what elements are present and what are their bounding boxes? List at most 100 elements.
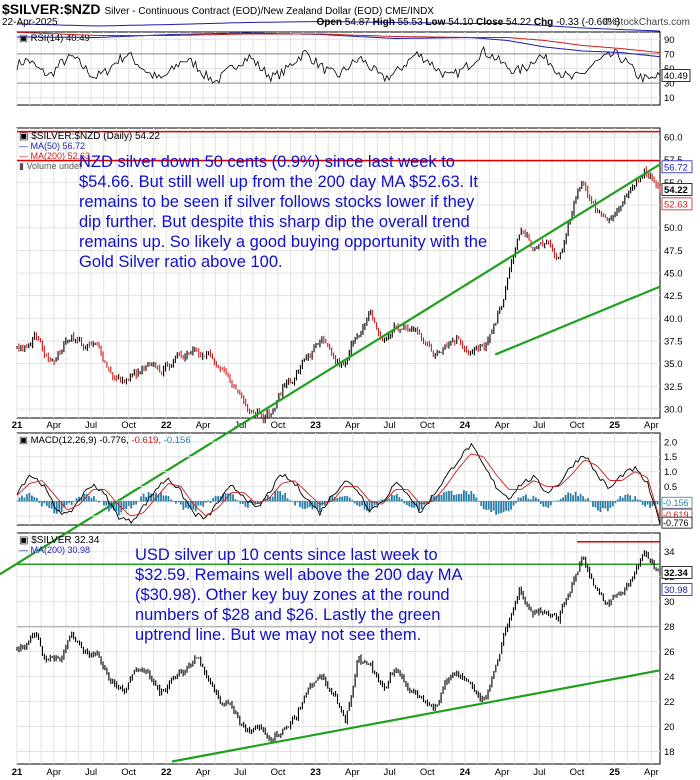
nzd-y-tick: 35.0 [664,359,683,370]
x-tick-label: 25 [609,420,620,431]
watermark: © StockCharts.com [603,17,690,28]
x-tick-label: Jul [234,767,246,778]
x-tick-label: Apr [345,767,360,778]
low-value: 54.10 [448,17,474,28]
macd-signal-line [16,453,661,520]
symbol-label: $SILVER:$NZD [2,1,101,17]
x-tick-label: Jul [533,767,545,778]
x-tick-label: 24 [460,420,471,431]
nzd-annotation: NZD silver down 50 cents (0.9%) since la… [79,153,488,271]
rsi-last-box [661,69,691,82]
macd-last-box [661,516,693,529]
symbol-description: Silver - Continuous Contract (EOD)/New Z… [104,6,434,17]
nzd-legend-ma200: — MA(200) 52.63 [19,151,90,161]
x-tick-label: 21 [12,767,23,778]
x-tick-label: 24 [460,767,471,778]
x-tick-label: Apr [46,420,61,431]
x-tick-label: 23 [310,420,321,431]
x-tick-label: Oct [121,767,136,778]
nzd-y-tick: 30.0 [664,404,683,415]
nzd-y-tick: 45.0 [664,269,683,280]
macd-last-value: -0.776 [663,518,689,528]
x-tick-label: Jul [384,767,396,778]
nzd-last-value: 54.22 [664,185,688,196]
macd-y-tick: 2.0 [664,437,677,448]
usd-y-tick: 28 [664,622,675,633]
nzd-legend-volume: ▮ Volume undef [19,161,82,171]
open-label: Open [316,17,343,28]
x-tick-label: 22 [161,420,172,431]
rsi-y-tick: 30 [664,79,675,90]
high-value: 55.53 [397,17,423,28]
nzd-ma200-line [17,32,661,54]
x-tick-label: Apr [644,767,659,778]
rsi-y-tick: 70 [664,49,675,60]
nzd-y-tick: 47.5 [664,246,683,257]
ohlc-line: Open 54.87 High 55.53 Low 54.10 Close 54… [316,17,620,28]
macd-legend: ▣ MACD(12,26,9) -0.776, -0.619, -0.156 [19,435,191,446]
nzd-support-trend-line [494,285,661,356]
usd-y-tick: 30 [664,597,675,608]
usd-y-tick: 34 [664,547,675,558]
chg-label: Chg [533,17,554,28]
close-value: 54.22 [506,17,532,28]
x-tick-label: Apr [46,767,61,778]
x-tick-label: Jul [384,420,396,431]
usd-ma200-line [17,21,661,32]
x-tick-label: Apr [196,420,211,431]
x-tick-label: 21 [12,420,23,431]
x-tick-label: 22 [161,767,172,778]
rsi-last-value: 40.49 [664,71,688,82]
close-label: Close [476,17,504,28]
usd-y-tick: 24 [664,672,675,683]
x-tick-label: Jul [85,420,97,431]
chart-header-title: $SILVER:$NZD Silver - Continuous Contrac… [2,1,434,17]
nzd-y-tick: 42.5 [664,291,683,302]
high-label: High [372,17,395,28]
x-tick-label: Oct [420,767,435,778]
nzd-uptrend-line [0,163,661,576]
nzd-legend-main: ▣ $SILVER:$NZD (Daily) 54.22 [19,131,160,142]
nzd-last-box [661,160,693,174]
usd-legend-ma200: — MA(200) 30.98 [19,545,90,555]
usd-uptrend-line [171,669,661,763]
chart-date: 22-Apr-2025 [2,17,58,28]
x-tick-label: Apr [495,420,510,431]
macd-legend-part: ▣ MACD(12,26,9) -0.776, [19,435,131,446]
nzd-y-tick: 50.0 [664,223,683,234]
usd-panel-frame [16,532,661,765]
x-tick-label: Jul [533,420,545,431]
x-tick-label: Oct [570,420,585,431]
macd-line [16,442,661,525]
usd-annotation: USD silver up 10 cents since last week t… [135,546,462,644]
x-tick-label: 23 [310,767,321,778]
nzd-y-tick: 60.0 [664,133,683,144]
usd-y-tick: 26 [664,647,675,658]
nzd-last-box [661,197,693,211]
x-tick-label: Apr [345,420,360,431]
rsi-y-tick: 90 [664,35,675,46]
macd-y-tick: 1.5 [664,452,677,463]
macd-legend-part: -0.619, [131,435,163,446]
usd-y-tick: 20 [664,722,675,733]
nzd-legend-ma50: — MA(50) 56.72 [19,141,85,151]
x-tick-label: 25 [609,767,620,778]
nzd-last-value: 56.72 [664,162,688,173]
usd-last-box [661,566,693,579]
nzd-last-value: 52.63 [664,199,688,210]
nzd-last-box [661,183,693,196]
usd-last-box [661,583,693,596]
macd-y-tick: 1.0 [664,467,677,478]
usd-legend-main: ▣ $SILVER 32.34 [19,535,100,546]
macd-legend-part: -0.156 [164,435,191,446]
macd-last-value: -0.156 [663,498,689,508]
macd-last-value: -0.619 [663,510,689,520]
usd-y-tick: 22 [664,697,675,708]
usd-y-tick: 18 [664,747,675,758]
usd-last-value: 30.98 [664,585,688,596]
nzd-ma50-line [17,32,661,58]
nzd-y-tick: 37.5 [664,336,683,347]
low-label: Low [425,17,446,28]
rsi-legend: ▣ RSI(14) 40.49 [19,33,90,44]
